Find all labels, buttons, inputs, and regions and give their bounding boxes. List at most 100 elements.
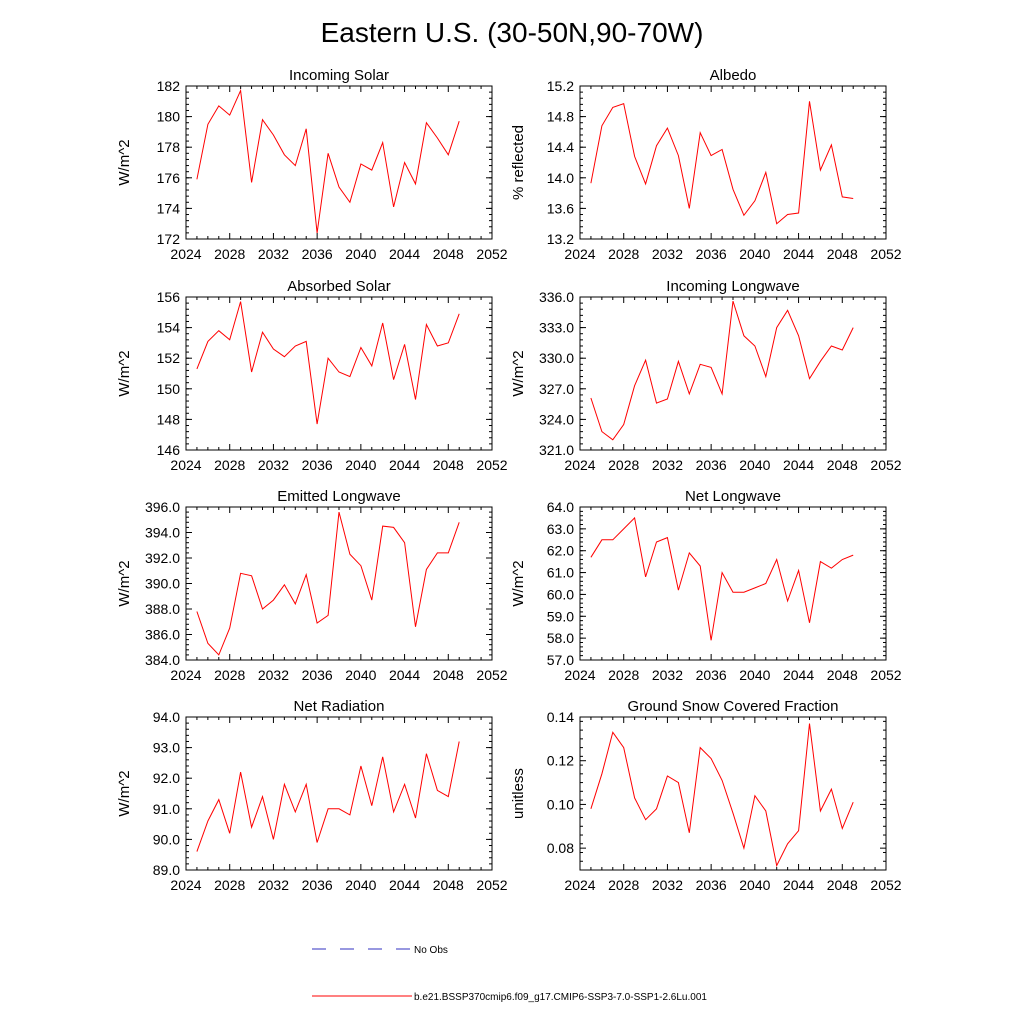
x-tick-label: 2028	[608, 667, 639, 683]
x-tick-label: 2024	[564, 877, 595, 893]
panel-7: Ground Snow Covered Fraction unitless 2024…	[510, 698, 902, 893]
y-tick-label: 321.0	[539, 442, 574, 458]
y-tick-label: 182	[157, 78, 181, 94]
plot-frame	[185, 296, 493, 451]
x-tick-label: 2032	[258, 246, 289, 262]
x-tick-label: 2032	[258, 457, 289, 473]
x-tick-label: 2044	[783, 246, 814, 262]
x-tick-label: 2048	[827, 877, 858, 893]
y-axis-label: W/m^2	[116, 770, 133, 816]
x-tick-label: 2032	[652, 246, 683, 262]
y-tick-label: 152	[157, 350, 181, 366]
x-tick-label: 2044	[783, 457, 814, 473]
x-tick-label: 2028	[608, 877, 639, 893]
panel-title: Net Longwave	[685, 488, 781, 505]
y-tick-label: 176	[157, 170, 181, 186]
x-tick-label: 2028	[608, 457, 639, 473]
x-tick-label: 2040	[739, 667, 770, 683]
x-tick-label: 2048	[433, 667, 464, 683]
x-tick-label: 2032	[258, 877, 289, 893]
x-tick-label: 2024	[170, 457, 201, 473]
x-tick-label: 2036	[302, 877, 333, 893]
plot-frame	[185, 716, 493, 871]
x-tick-label: 2048	[433, 457, 464, 473]
y-tick-label: 61.0	[547, 565, 574, 581]
plot-frame	[579, 716, 887, 871]
x-tick-label: 2048	[827, 457, 858, 473]
y-tick-label: 0.10	[547, 796, 574, 812]
x-tick-label: 2036	[696, 667, 727, 683]
x-tick-label: 2028	[214, 667, 245, 683]
x-tick-label: 2032	[652, 877, 683, 893]
y-tick-label: 180	[157, 109, 181, 125]
x-tick-label: 2036	[302, 246, 333, 262]
panel-title: Ground Snow Covered Fraction	[628, 698, 839, 715]
y-tick-label: 93.0	[153, 740, 180, 756]
y-tick-label: 0.14	[547, 709, 574, 725]
panel-title: Incoming Longwave	[666, 278, 799, 295]
panel-title: Emitted Longwave	[277, 488, 400, 505]
y-tick-label: 396.0	[145, 499, 180, 515]
x-tick-label: 2024	[564, 667, 595, 683]
x-tick-label: 2036	[302, 667, 333, 683]
y-axis-label: unitless	[510, 768, 527, 819]
legend-obs-label: No Obs	[414, 945, 448, 956]
y-tick-label: 154	[157, 320, 181, 336]
y-tick-label: 63.0	[547, 521, 574, 537]
y-tick-label: 150	[157, 381, 181, 397]
x-tick-label: 2052	[870, 877, 901, 893]
y-tick-label: 146	[157, 442, 181, 458]
y-tick-label: 13.2	[547, 231, 574, 247]
panel-4: Emitted Longwave W/m^2 2024 2028 2032 2036 204…	[116, 488, 508, 683]
x-tick-label: 2048	[433, 246, 464, 262]
legend-model-label: b.e21.BSSP370cmip6.f09_g17.CMIP6-SSP3-7.…	[414, 992, 707, 1003]
x-tick-label: 2036	[696, 246, 727, 262]
y-tick-label: 148	[157, 411, 181, 427]
y-axis-label: W/m^2	[510, 350, 527, 396]
y-tick-label: 324.0	[539, 411, 574, 427]
x-tick-label: 2040	[345, 457, 376, 473]
x-tick-label: 2048	[433, 877, 464, 893]
x-tick-label: 2040	[739, 246, 770, 262]
y-axis-label: W/m^2	[116, 139, 133, 185]
y-tick-label: 94.0	[153, 709, 180, 725]
series-line	[590, 516, 854, 641]
y-tick-label: 156	[157, 289, 181, 305]
y-axis-label: W/m^2	[510, 560, 527, 606]
y-tick-label: 0.08	[547, 840, 574, 856]
y-tick-label: 0.12	[547, 753, 574, 769]
panel-title: Absorbed Solar	[287, 278, 390, 295]
x-tick-label: 2048	[827, 667, 858, 683]
panel-title: Incoming Solar	[289, 67, 389, 84]
x-tick-label: 2040	[345, 246, 376, 262]
panel-6: Net Radiation W/m^2 2024 2028 2032 2036 2040 20…	[116, 698, 508, 893]
x-tick-label: 2052	[870, 457, 901, 473]
y-tick-label: 333.0	[539, 320, 574, 336]
series-line	[590, 101, 854, 225]
x-tick-label: 2052	[476, 667, 507, 683]
panels: Incoming Solar W/m^2 2024 2028 2032 2036 2040 2…	[116, 67, 902, 893]
x-tick-label: 2032	[258, 667, 289, 683]
x-tick-label: 2028	[214, 457, 245, 473]
x-tick-label: 2024	[564, 246, 595, 262]
x-tick-label: 2044	[389, 457, 420, 473]
panel-3: Incoming Longwave W/m^2 2024 2028 2032 2036 20…	[510, 278, 902, 473]
y-tick-label: 330.0	[539, 350, 574, 366]
plot-frame	[579, 296, 887, 451]
series-line	[196, 511, 460, 656]
panel-0: Incoming Solar W/m^2 2024 2028 2032 2036 2040 2…	[116, 67, 508, 262]
y-tick-label: 57.0	[547, 652, 574, 668]
y-tick-label: 14.0	[547, 170, 574, 186]
panel-5: Net Longwave W/m^2 2024 2028 2032 2036 2040 204…	[510, 488, 902, 683]
y-tick-label: 327.0	[539, 381, 574, 397]
x-tick-label: 2036	[302, 457, 333, 473]
x-tick-label: 2044	[783, 667, 814, 683]
y-tick-label: 336.0	[539, 289, 574, 305]
x-tick-label: 2032	[652, 457, 683, 473]
x-tick-label: 2040	[739, 877, 770, 893]
y-axis-label: W/m^2	[116, 560, 133, 606]
plot-frame	[579, 506, 887, 661]
y-tick-label: 174	[157, 200, 181, 216]
y-tick-label: 178	[157, 139, 181, 155]
x-tick-label: 2024	[564, 457, 595, 473]
